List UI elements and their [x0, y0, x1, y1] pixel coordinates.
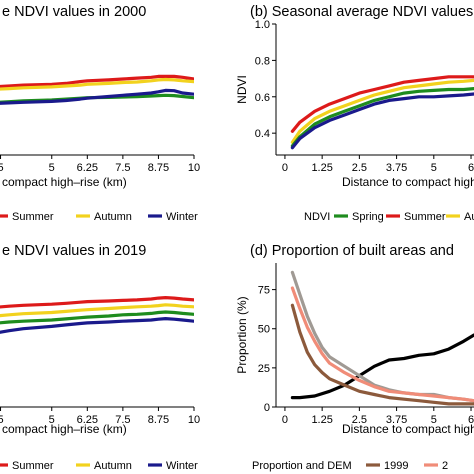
x-tick-label: 10 — [188, 162, 200, 174]
series-line-dem — [290, 270, 474, 403]
legend-top: Summer Autumn Winter — [0, 211, 198, 223]
x-tick-label: 2.5 — [352, 162, 367, 174]
series-line-2 — [290, 286, 474, 403]
legend-title: Proportion and DEM — [252, 460, 352, 472]
x-tick-label: 3.75 — [386, 162, 407, 174]
series-line-autumn — [0, 77, 194, 91]
x-tick-label: 8.75 — [148, 414, 169, 426]
chart-title: e NDVI values in 2000 — [2, 4, 146, 20]
legend-item-label: Winter — [166, 211, 198, 223]
y-tick-label: 75 — [258, 285, 270, 297]
x-tick-label: 5 — [49, 162, 55, 174]
series-line-spring — [290, 86, 474, 148]
x-axis-label: Distance to compact high — [342, 175, 474, 189]
x-tick-label: 0 — [282, 414, 288, 426]
chart-title: (d) Proportion of built areas and — [250, 243, 454, 259]
x-tick-label: 5 — [431, 414, 437, 426]
x-tick-label: 6 — [468, 162, 474, 174]
x-axis-label: compact high–rise (km) — [2, 175, 127, 189]
x-tick-label: 6 — [468, 414, 474, 426]
legend-item-label: Summer — [12, 460, 54, 472]
y-tick-label: 25 — [258, 363, 270, 375]
legend-top-right: NDVI Spring Summer Autumn — [304, 211, 474, 223]
chart-panel-a: e NDVI values in 2000 5 5 6.25 7.5 8.75 10 comp… — [0, 4, 200, 189]
series-line-summer — [0, 296, 194, 309]
series-line-winter — [0, 317, 194, 334]
x-axis-label: Distance to compact high — [342, 422, 474, 436]
y-tick-label: 1.0 — [255, 19, 270, 31]
chart-title: (b) Seasonal average NDVI values — [250, 4, 473, 20]
y-tick-label: 0.8 — [255, 55, 270, 67]
chart-panel-b: (b) Seasonal average NDVI values 0 1.25 2.5… — [235, 4, 474, 189]
x-tick-label: 5 — [0, 414, 4, 426]
series-line-summer — [290, 75, 474, 133]
legend-bottom-right: Proportion and DEM 1999 2 — [252, 460, 448, 472]
legend-item-label: Autumn — [94, 460, 132, 472]
legend-title: NDVI — [304, 211, 330, 223]
x-tick-label: 3.75 — [386, 414, 407, 426]
series-line-autumn — [290, 78, 474, 144]
x-axis-label: compact high–rise (km) — [2, 422, 127, 436]
legend-item-label: Spring — [352, 211, 384, 223]
legend-item-label: Summer — [404, 211, 446, 223]
x-tick-label: 8.75 — [148, 162, 169, 174]
x-tick-label: 1.25 — [311, 162, 332, 174]
legend-item-label: Summer — [12, 211, 54, 223]
legend-item-label: 1999 — [384, 460, 408, 472]
x-tick-label: 2.5 — [352, 414, 367, 426]
series-line-1999 — [290, 303, 474, 406]
x-tick-label: 5 — [49, 414, 55, 426]
y-axis-label: NDVI — [235, 75, 249, 104]
y-tick-label: 50 — [258, 324, 270, 336]
x-tick-label: 6.25 — [77, 162, 98, 174]
chart-panel-c: e NDVI values in 2019 5 5 6.25 7.5 8.75 10 comp… — [0, 243, 200, 436]
series-line-winter — [290, 92, 474, 150]
legend-item-label: Winter — [166, 460, 198, 472]
series-line-summer — [0, 74, 194, 89]
y-tick-label: 0 — [264, 402, 270, 414]
x-tick-label: 5 — [0, 162, 4, 174]
series-line-winter — [0, 88, 194, 105]
x-tick-label: 5 — [431, 162, 437, 174]
x-tick-label: 7.5 — [115, 162, 130, 174]
y-tick-label: 0.4 — [255, 128, 270, 140]
x-tick-label: 6.25 — [77, 414, 98, 426]
x-tick-label: 10 — [188, 414, 200, 426]
y-axis-label: Proportion (%) — [235, 296, 249, 373]
chart-title: e NDVI values in 2019 — [2, 243, 146, 259]
legend-bottom: Summer Autumn Winter — [0, 460, 198, 472]
chart-panel-d: (d) Proportion of built areas and 0 1.25 2.… — [235, 243, 474, 436]
legend-item-label: Autumn — [94, 211, 132, 223]
y-tick-label: 0.6 — [255, 92, 270, 104]
series-line-autumn — [0, 303, 194, 318]
x-tick-label: 0 — [282, 162, 288, 174]
series-line-spring — [0, 310, 194, 325]
series-line-built — [290, 333, 474, 400]
legend-item-label: 2 — [442, 460, 448, 472]
x-tick-label: 1.25 — [311, 414, 332, 426]
x-tick-label: 7.5 — [115, 414, 130, 426]
legend-item-label: Autumn — [464, 211, 474, 223]
